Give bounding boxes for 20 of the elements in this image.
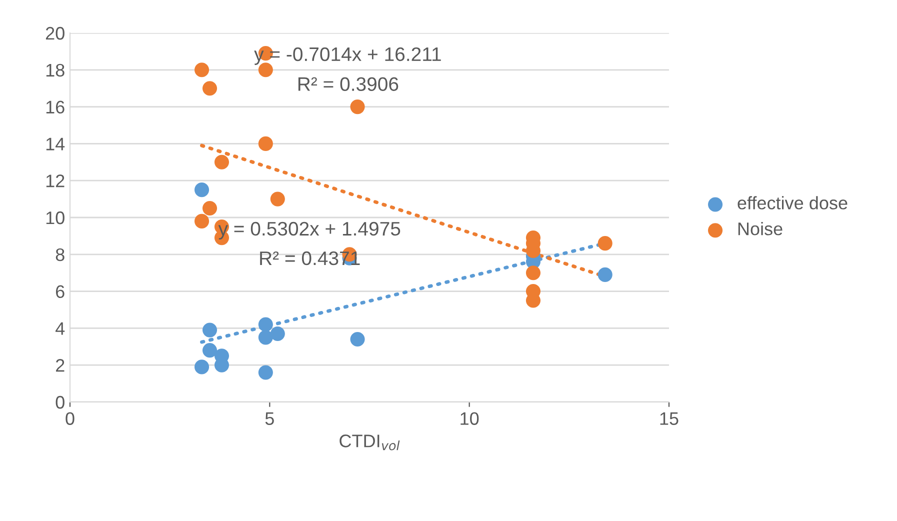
x-tick-label: 10 <box>460 412 479 425</box>
y-tick-label: 14 <box>46 138 65 150</box>
legend-label: effective dose <box>738 196 848 210</box>
y-tick-label: 20 <box>46 26 64 40</box>
y-tick-label: 2 <box>56 359 64 372</box>
y-tick-label: 4 <box>56 322 65 335</box>
y-tick-label: 6 <box>56 285 64 298</box>
x-tick-label: 15 <box>660 412 678 425</box>
y-tick-label: 10 <box>46 211 64 224</box>
annotation: y = 0.5302x + 1.4975 <box>218 222 400 240</box>
annotation: R² = 0.3906 <box>298 77 398 91</box>
y-tick-label: 12 <box>46 174 64 188</box>
y-tick-label: 18 <box>46 64 64 77</box>
y-tick-label: 16 <box>46 100 64 114</box>
x-tick-label: 0 <box>66 412 74 425</box>
x-axis-title: CTDI$_{vol}$ <box>340 434 400 450</box>
y-tick-label: 0 <box>56 396 64 409</box>
y-tick-label: 8 <box>56 248 64 262</box>
legend-label: Noise <box>738 222 782 236</box>
x-tick-label: 5 <box>265 412 274 425</box>
